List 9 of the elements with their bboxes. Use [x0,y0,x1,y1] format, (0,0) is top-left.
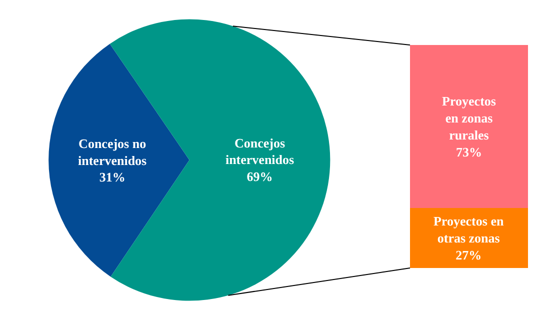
data-label: 73% [456,144,482,160]
slice-label: Concejos intervenidos [225,135,294,168]
data-label: 69% [246,169,273,184]
data-label: 31% [99,170,126,185]
data-label: 27% [456,247,482,262]
series-label: Proyectos en otras zonas [434,214,504,246]
pie-slice [48,44,190,277]
slice-label: Concejos no intervenidos [78,136,147,168]
series-label: Proyectos en zonas rurales [442,94,496,142]
